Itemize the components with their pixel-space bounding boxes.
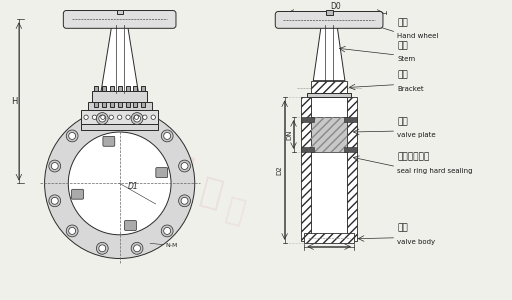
- Bar: [118, 102, 122, 107]
- Circle shape: [179, 160, 190, 172]
- Circle shape: [164, 133, 170, 140]
- Bar: [110, 85, 114, 91]
- Bar: [347, 98, 357, 241]
- Circle shape: [51, 163, 58, 170]
- FancyBboxPatch shape: [275, 11, 383, 28]
- Circle shape: [161, 130, 173, 142]
- Circle shape: [126, 115, 130, 119]
- FancyBboxPatch shape: [72, 189, 83, 199]
- FancyBboxPatch shape: [156, 168, 168, 178]
- Circle shape: [134, 245, 140, 252]
- Circle shape: [68, 132, 171, 235]
- Bar: [344, 117, 357, 122]
- Text: 沪: 沪: [160, 149, 198, 198]
- Text: 密封圈硬密封: 密封圈硬密封: [397, 153, 430, 162]
- Circle shape: [92, 115, 97, 119]
- Circle shape: [66, 225, 78, 237]
- Text: 閘體: 閘體: [397, 224, 408, 233]
- Text: Stem: Stem: [397, 56, 415, 62]
- Bar: [311, 98, 347, 241]
- Circle shape: [69, 227, 76, 234]
- Text: 门: 门: [223, 195, 248, 227]
- Circle shape: [164, 227, 170, 234]
- Polygon shape: [313, 25, 345, 81]
- Bar: [311, 81, 347, 92]
- Bar: [311, 117, 347, 152]
- Text: N-M: N-M: [165, 243, 178, 248]
- Circle shape: [96, 112, 108, 124]
- Text: 閘板: 閘板: [397, 117, 408, 126]
- Circle shape: [66, 130, 78, 142]
- Bar: [94, 102, 98, 107]
- Bar: [117, 10, 123, 14]
- Circle shape: [134, 115, 139, 119]
- Bar: [305, 233, 354, 243]
- Bar: [134, 102, 137, 107]
- FancyBboxPatch shape: [124, 220, 136, 230]
- Text: Hand wheel: Hand wheel: [397, 33, 439, 39]
- Bar: [302, 98, 311, 241]
- Bar: [81, 124, 158, 130]
- Text: 川: 川: [133, 132, 165, 175]
- FancyBboxPatch shape: [103, 136, 115, 146]
- Circle shape: [45, 108, 195, 259]
- Text: valve plate: valve plate: [397, 132, 436, 138]
- Bar: [94, 85, 98, 91]
- Bar: [344, 147, 357, 152]
- Circle shape: [51, 197, 58, 204]
- Bar: [125, 102, 130, 107]
- Text: 手輪: 手輪: [397, 18, 408, 27]
- Bar: [141, 85, 145, 91]
- FancyBboxPatch shape: [63, 11, 176, 28]
- Bar: [302, 117, 314, 122]
- Circle shape: [99, 115, 106, 122]
- Circle shape: [181, 163, 188, 170]
- Circle shape: [117, 115, 122, 119]
- Bar: [302, 147, 314, 152]
- Bar: [326, 10, 333, 16]
- Text: valve body: valve body: [397, 239, 435, 245]
- Polygon shape: [101, 25, 138, 92]
- Circle shape: [109, 115, 114, 119]
- Bar: [134, 85, 137, 91]
- Circle shape: [131, 242, 143, 254]
- Circle shape: [101, 115, 105, 119]
- Circle shape: [143, 115, 147, 119]
- Circle shape: [179, 195, 190, 207]
- Text: Bracket: Bracket: [397, 85, 424, 91]
- Bar: [88, 102, 152, 110]
- Bar: [92, 91, 147, 102]
- Bar: [102, 85, 106, 91]
- Text: 阀: 阀: [196, 174, 225, 212]
- Text: H: H: [11, 97, 17, 106]
- Text: D0: D0: [330, 2, 341, 10]
- Bar: [125, 85, 130, 91]
- Text: D1: D1: [127, 182, 138, 191]
- Bar: [118, 85, 122, 91]
- Circle shape: [49, 160, 61, 172]
- Circle shape: [134, 115, 140, 122]
- Bar: [110, 102, 114, 107]
- Circle shape: [69, 133, 76, 140]
- Circle shape: [131, 112, 143, 124]
- Text: 閘杆: 閘杆: [397, 41, 408, 50]
- Bar: [81, 110, 158, 124]
- Circle shape: [151, 115, 156, 119]
- Text: seal ring hard sealing: seal ring hard sealing: [397, 168, 473, 174]
- Circle shape: [181, 197, 188, 204]
- Circle shape: [49, 195, 61, 207]
- Circle shape: [84, 115, 88, 119]
- Bar: [102, 102, 106, 107]
- Text: D2: D2: [276, 165, 283, 175]
- Text: 支架: 支架: [397, 71, 408, 80]
- Text: DN: DN: [287, 129, 292, 140]
- Circle shape: [96, 242, 108, 254]
- Circle shape: [161, 225, 173, 237]
- Bar: [311, 117, 347, 152]
- Bar: [307, 92, 351, 98]
- Circle shape: [99, 245, 106, 252]
- Bar: [141, 102, 145, 107]
